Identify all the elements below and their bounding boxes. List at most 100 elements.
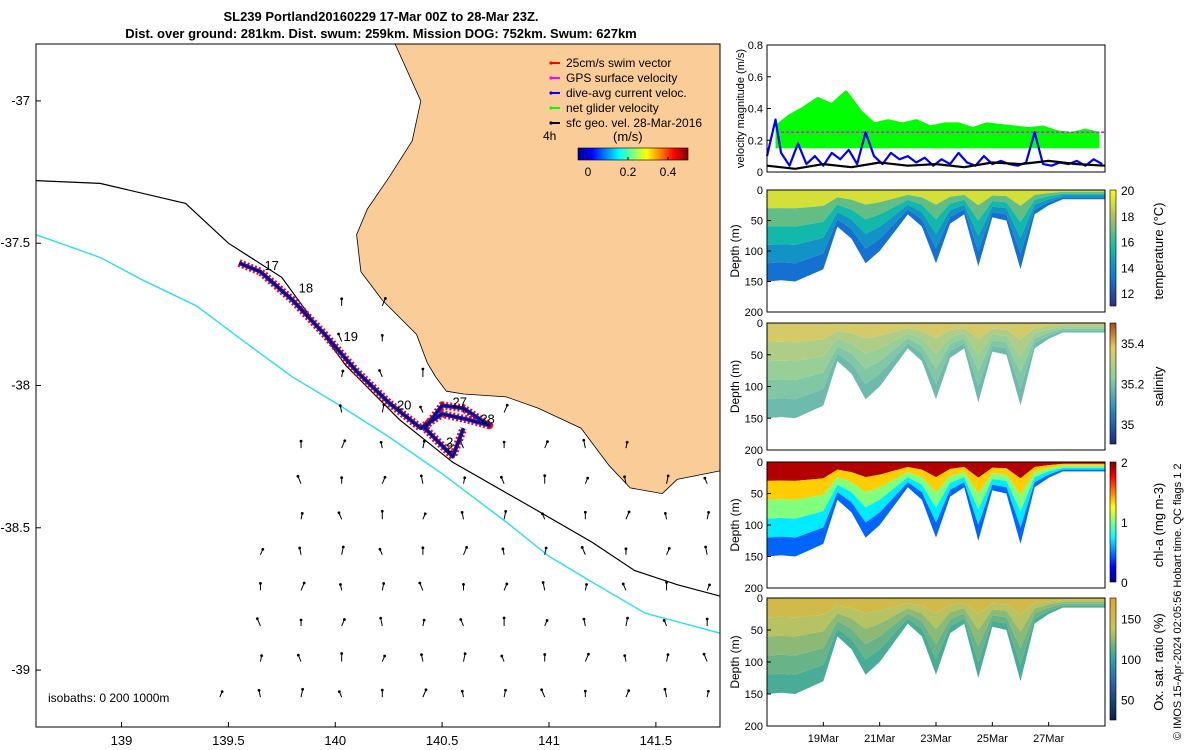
track-day-label: 19 bbox=[344, 329, 358, 344]
section-depth-band bbox=[767, 195, 1105, 264]
section-y-tick-label: 0 bbox=[757, 457, 763, 469]
section-y-tick-label: 100 bbox=[745, 657, 763, 669]
section-x-tick-label: 21Mar bbox=[864, 733, 896, 745]
section-y-tick-label: 200 bbox=[745, 307, 763, 319]
section-depth-band bbox=[767, 605, 1105, 694]
surface-velocity-arrow-head bbox=[621, 582, 625, 586]
surface-velocity-arrow-head bbox=[665, 581, 668, 584]
surface-velocity-arrow-head bbox=[260, 654, 264, 658]
section-x-tick-label: 19Mar bbox=[808, 733, 840, 745]
surface-velocity-arrow-head bbox=[296, 653, 300, 657]
section-y-axis-label: Depth (m) bbox=[728, 360, 742, 413]
section-panel-temperature: 0 50 100 150 200 Depth (m) 12 14 16 18 20 temperatu… bbox=[728, 184, 1166, 319]
surface-velocity-arrow-head bbox=[380, 333, 384, 337]
section-colorbar-tick-label: 18 bbox=[1121, 210, 1135, 224]
section-colorbar-tick-label: 150 bbox=[1121, 612, 1141, 626]
isobath-1000m-line bbox=[36, 180, 720, 597]
surface-velocity-arrows bbox=[219, 297, 711, 698]
surface-velocity-arrow-head bbox=[460, 689, 464, 693]
velocity-series-sfc-geo-vel- bbox=[766, 159, 1106, 170]
section-y-axis-label: Depth (m) bbox=[728, 224, 742, 277]
surface-velocity-arrow-head bbox=[299, 618, 303, 622]
section-y-tick-label: 150 bbox=[745, 689, 763, 701]
section-panel-chl-a: 0 50 100 150 200 Depth (m) 0 1 2 chl-a (mg m-3) bbox=[728, 456, 1166, 595]
surface-velocity-arrow-head bbox=[505, 403, 509, 407]
surface-velocity-arrow-head bbox=[341, 369, 345, 373]
surface-velocity-arrow-head bbox=[702, 652, 706, 656]
section-colorbar bbox=[1109, 322, 1117, 445]
section-y-tick-label: 100 bbox=[745, 520, 763, 532]
section-depth-band bbox=[767, 328, 1105, 400]
surface-velocity-arrow-head bbox=[342, 618, 346, 621]
section-y-tick-label: 200 bbox=[745, 583, 763, 595]
glider-track-core bbox=[238, 262, 490, 458]
surface-velocity-arrow-head bbox=[379, 616, 383, 620]
time-interval-label: 4h bbox=[543, 129, 556, 143]
legend-swatch-tip bbox=[549, 121, 553, 125]
velocity-series-net-glider-velocity bbox=[774, 90, 1100, 136]
surface-velocity-arrow-head bbox=[301, 687, 305, 691]
section-y-tick-label: 200 bbox=[745, 445, 763, 457]
section-colorbar-label: Ox. sat. ratio (%) bbox=[1151, 613, 1166, 711]
map-x-tick-label: 139.5 bbox=[212, 733, 245, 748]
surface-velocity-arrow-head bbox=[382, 582, 386, 585]
map-y-tick-label: -37 bbox=[11, 93, 30, 108]
surface-velocity-arrow-head bbox=[546, 440, 549, 444]
legend-entry-label: 25cm/s swim vector bbox=[566, 56, 671, 70]
section-y-tick-label: 150 bbox=[745, 552, 763, 564]
velocity-y-axis-label: velocity magnitude (m/s) bbox=[735, 49, 747, 168]
surface-velocity-arrow-head bbox=[337, 511, 341, 515]
section-colorbar-tick-label: 1 bbox=[1121, 516, 1128, 530]
section-colorbar-label: salinity bbox=[1151, 366, 1166, 406]
surface-velocity-arrow-head bbox=[585, 583, 588, 586]
surface-velocity-arrow-head bbox=[302, 581, 306, 585]
map-x-tick-label: 141.5 bbox=[640, 733, 673, 748]
legend-entry-label: dive-avg current veloc. bbox=[566, 86, 687, 100]
surface-velocity-arrow-head bbox=[340, 476, 344, 480]
surface-velocity-arrow-head bbox=[626, 616, 629, 620]
section-depth-band bbox=[767, 326, 1105, 381]
section-panel-salinity: 0 50 100 150 200 Depth (m) 35 35.2 35.4 salinity bbox=[728, 318, 1166, 457]
surface-velocity-arrow-head bbox=[663, 511, 667, 515]
colorbar-tick-label: 0 bbox=[585, 165, 592, 179]
surface-velocity-arrow-head bbox=[378, 547, 382, 551]
colorbar-tick-label: 0.4 bbox=[660, 165, 677, 179]
surface-velocity-arrow-head bbox=[259, 582, 262, 585]
velocity-y-tick-label: 0.8 bbox=[748, 40, 763, 52]
section-x-tick-label: 23Mar bbox=[920, 733, 952, 745]
track-day-label: 27 bbox=[453, 395, 467, 410]
speed-colorbar bbox=[577, 147, 689, 161]
section-colorbar-label: chl-a (mg m-3) bbox=[1151, 483, 1166, 568]
map-y-tick-label: -38.5 bbox=[0, 520, 30, 535]
section-y-tick-label: 50 bbox=[751, 625, 763, 637]
section-colorbar-tick-label: 2 bbox=[1121, 456, 1128, 470]
section-y-tick-label: 50 bbox=[751, 489, 763, 501]
surface-velocity-arrow-head bbox=[383, 297, 387, 300]
surface-velocity-arrow-head bbox=[627, 510, 631, 514]
surface-velocity-arrow-head bbox=[419, 405, 422, 409]
section-depth-band bbox=[767, 463, 1105, 500]
section-y-axis-label: Depth (m) bbox=[728, 635, 742, 688]
surface-velocity-arrow-head bbox=[502, 440, 506, 444]
legend-swatch-tip bbox=[549, 91, 553, 95]
surface-velocity-arrow-head bbox=[708, 583, 711, 587]
surface-velocity-arrow-head bbox=[422, 439, 426, 443]
surface-velocity-arrow-head bbox=[220, 690, 224, 693]
legend-entry-label: net glider velocity bbox=[566, 101, 659, 115]
surface-velocity-arrow-head bbox=[420, 653, 423, 657]
section-depth-band bbox=[767, 469, 1105, 557]
track-day-label: 20 bbox=[397, 397, 411, 412]
map-y-tick-label: -37.5 bbox=[0, 235, 30, 250]
section-depth-band bbox=[767, 601, 1105, 656]
surface-velocity-arrow-head bbox=[337, 332, 340, 336]
section-colorbar-tick-label: 35.2 bbox=[1121, 378, 1145, 392]
surface-velocity-arrow-head bbox=[298, 546, 302, 550]
track-day-label: 18 bbox=[299, 281, 313, 296]
surface-velocity-arrow-head bbox=[505, 582, 509, 586]
surface-velocity-arrow-head bbox=[624, 547, 628, 551]
surface-velocity-arrow-head bbox=[380, 688, 384, 692]
surface-velocity-arrow-head bbox=[704, 545, 707, 549]
colorbar-units-label: (m/s) bbox=[613, 129, 643, 144]
surface-velocity-arrow-head bbox=[502, 616, 506, 620]
